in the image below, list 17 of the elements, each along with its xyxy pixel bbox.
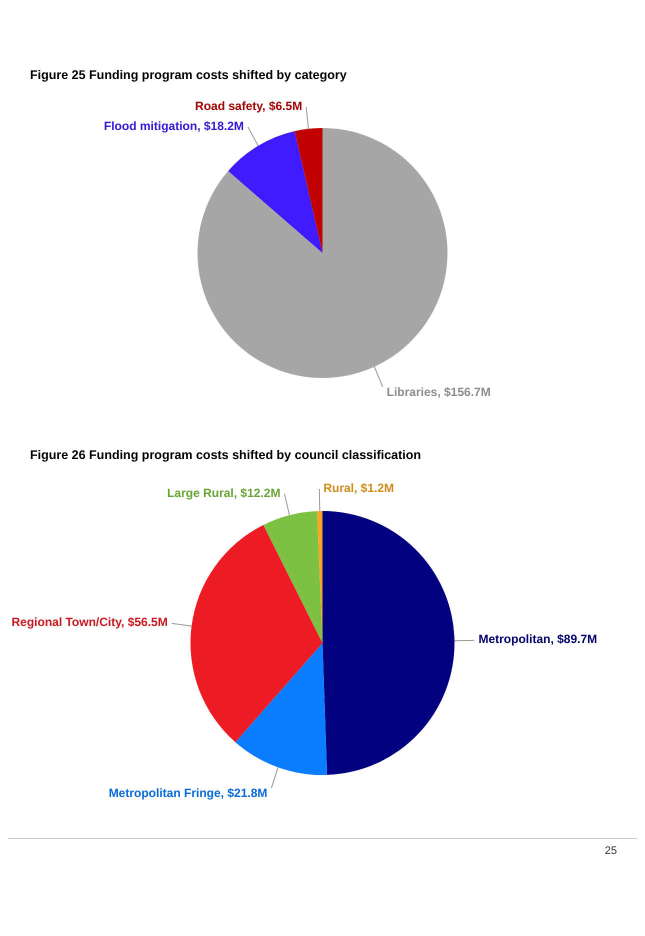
pie-slice <box>263 511 322 643</box>
slice-label: Rural, $1.2M <box>323 480 396 496</box>
text: 25 <box>8 838 637 857</box>
pie-slice <box>190 524 322 742</box>
slice-label: Flood mitigation, $18.2M <box>102 118 244 134</box>
slice-label: Metropolitan Fringe, $21.8M <box>108 785 268 802</box>
slice-label: Road safety, $6.5M <box>194 98 302 114</box>
chart-title: Figure 25 Funding program costs shifted by category <box>30 68 348 82</box>
pie-slice <box>228 131 322 253</box>
slice-label: Regional Town/City, $56.5M <box>10 614 168 630</box>
slice-label: Metropolitan, $89.7M <box>478 631 598 648</box>
pie-slice <box>294 128 322 253</box>
slice-label: Libraries, $156.7M <box>386 384 492 400</box>
pie-slice <box>322 511 454 775</box>
chart-title: Figure 26 Funding program costs shifted by council classification <box>30 448 422 462</box>
slice-label: Large Rural, $12.2M <box>166 484 280 501</box>
pie-slice <box>235 643 328 775</box>
